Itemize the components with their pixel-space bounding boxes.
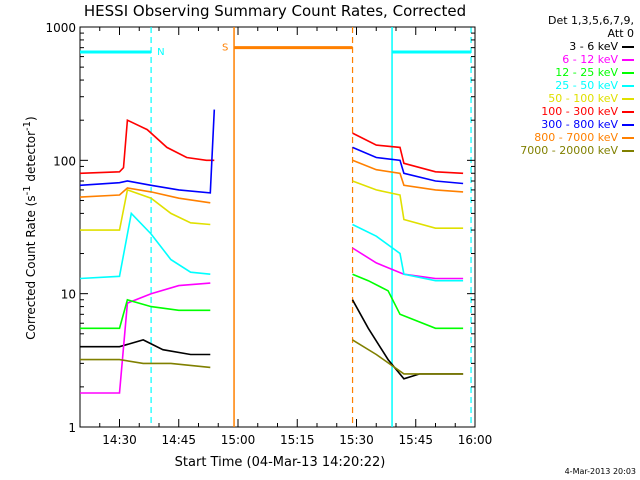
timestamp: 4-Mar-2013 20:03 bbox=[564, 467, 636, 476]
legend-label: 6 - 12 keV bbox=[562, 53, 618, 66]
series-12-25-kev-segment-0 bbox=[80, 298, 211, 330]
legend-item: 50 - 100 keV bbox=[480, 92, 634, 105]
legend-swatch bbox=[622, 84, 634, 87]
plot-frame bbox=[79, 26, 476, 428]
x-axis-label: Start Time (04-Mar-13 14:20:22) bbox=[174, 455, 386, 470]
annotation-n-label: N bbox=[157, 47, 164, 58]
annotation-s-label: S bbox=[222, 43, 228, 54]
legend-item: 3 - 6 keV bbox=[480, 40, 634, 53]
legend-item: 100 - 300 keV bbox=[480, 105, 634, 118]
y-tick-label: 10 bbox=[61, 288, 76, 302]
x-tick-label: 15:45 bbox=[398, 433, 433, 447]
legend-label: 100 - 300 keV bbox=[541, 105, 618, 118]
legend-label: 300 - 800 keV bbox=[541, 118, 618, 131]
legend-label: 3 - 6 keV bbox=[569, 40, 618, 53]
legend-item: 7000 - 20000 keV bbox=[480, 144, 634, 157]
series-100-300-kev-segment-0 bbox=[79, 118, 215, 175]
x-tick-label: 14:30 bbox=[102, 433, 137, 447]
series-25-50-kev-segment-0 bbox=[79, 211, 211, 280]
legend-label: 12 - 25 keV bbox=[555, 66, 618, 79]
x-tick-label: 15:00 bbox=[221, 433, 256, 447]
x-tick-label: 15:30 bbox=[339, 433, 374, 447]
legend-label: 25 - 50 keV bbox=[555, 79, 618, 92]
series-3-6-kev-segment-0 bbox=[80, 339, 211, 356]
chart-title: HESSI Observing Summary Count Rates, Cor… bbox=[83, 2, 467, 20]
series-6-12-kev-segment-0 bbox=[80, 282, 211, 394]
legend-item: 25 - 50 keV bbox=[480, 79, 634, 92]
legend-header-line-2: Att 0 bbox=[607, 27, 634, 40]
legend-item: 6 - 12 keV bbox=[480, 53, 634, 66]
legend-item: 300 - 800 keV bbox=[480, 118, 634, 131]
y-tick-label: 100 bbox=[53, 154, 76, 168]
legend-swatch bbox=[622, 97, 634, 100]
legend-swatch bbox=[622, 71, 634, 74]
series-6-12-kev-segment-1 bbox=[352, 247, 464, 280]
legend: Det 1,3,5,6,7,9, Att 0 3 - 6 keV 6 - 12 k… bbox=[480, 14, 634, 157]
series-300-800-kev-segment-0 bbox=[79, 109, 216, 194]
series-25-50-kev-segment-1 bbox=[352, 223, 464, 282]
series-50-100-kev-segment-0 bbox=[80, 188, 211, 231]
y-tick-label: 1 bbox=[68, 421, 76, 435]
legend-swatch bbox=[622, 136, 634, 139]
x-tick-label: 15:15 bbox=[280, 433, 315, 447]
y-tick-label: 1000 bbox=[45, 21, 76, 35]
legend-item: 12 - 25 keV bbox=[480, 66, 634, 79]
x-tick-label: 16:00 bbox=[458, 433, 493, 447]
series-7000-20000-kev-segment-1 bbox=[352, 339, 464, 375]
series-100-300-kev-segment-1 bbox=[352, 132, 464, 175]
series-3-6-kev-segment-1 bbox=[351, 299, 464, 380]
legend-swatch bbox=[622, 58, 634, 61]
legend-label: 800 - 7000 keV bbox=[534, 131, 618, 144]
legend-swatch bbox=[622, 123, 634, 126]
legend-swatch bbox=[622, 110, 634, 113]
legend-label: 7000 - 20000 keV bbox=[520, 144, 618, 157]
series-300-800-kev-segment-1 bbox=[352, 146, 464, 185]
y-axis-label: Corrected Count Rate (s-1 detector-1) bbox=[22, 116, 38, 340]
series-7000-20000-kev-segment-0 bbox=[80, 358, 211, 369]
series-800-7000-kev-segment-1 bbox=[352, 159, 464, 193]
legend-swatch bbox=[622, 45, 634, 48]
legend-item: 800 - 7000 keV bbox=[480, 131, 634, 144]
legend-label: 50 - 100 keV bbox=[548, 92, 618, 105]
series-12-25-kev-segment-1 bbox=[352, 273, 464, 330]
legend-header-line-1: Det 1,3,5,6,7,9, bbox=[547, 14, 634, 27]
series-800-7000-kev-segment-0 bbox=[79, 187, 211, 204]
x-tick-label: 14:45 bbox=[161, 433, 196, 447]
legend-swatch bbox=[622, 149, 634, 152]
series-50-100-kev-segment-1 bbox=[352, 180, 464, 229]
